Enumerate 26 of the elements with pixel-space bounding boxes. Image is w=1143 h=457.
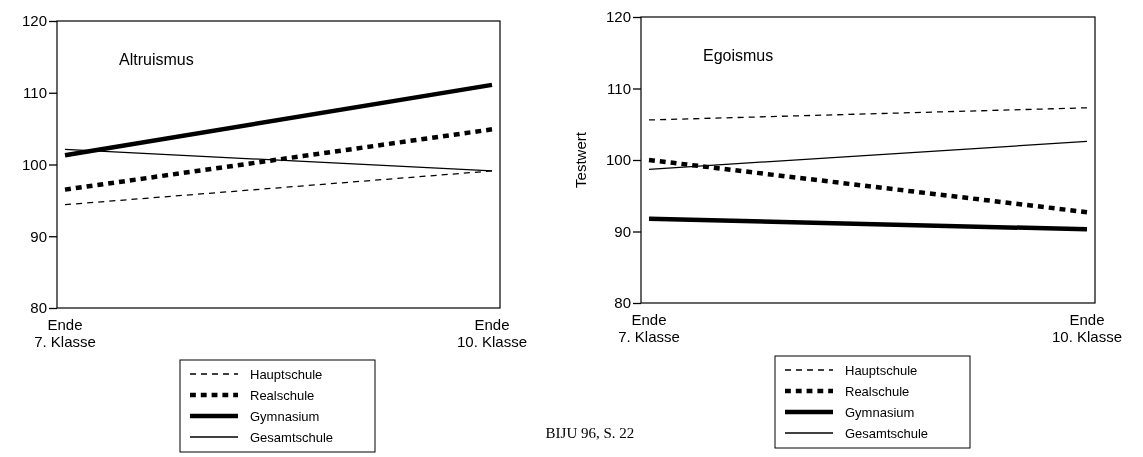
legend-label: Hauptschule [250,366,323,382]
y-tick-label: 80 [30,299,47,317]
y-tick-label: 90 [30,227,47,245]
y-tick-label: 120 [21,12,47,30]
x-tick-label: Ende 10. Klasse [456,316,528,350]
legend-label: Gesamtschule [845,425,929,441]
text: Egoismus [703,47,774,64]
y-tick-label: 80 [614,294,631,312]
y-axis-title: Testwert [572,131,589,188]
legend-label: Gesamtschule [250,429,334,445]
text: BIJU 96, S. 22 [545,425,635,441]
y-tick-label: 100 [605,151,631,169]
legend-label: Gymnasium [250,408,320,424]
text: Altruismus [119,51,194,68]
y-tick-label: 110 [607,79,631,97]
y-tick-label: 100 [21,155,47,173]
legend-label: Realschule [845,383,910,399]
legend-label: Realschule [250,387,315,403]
x-tick-label: Ende 10. Klasse [1051,311,1123,345]
x-tick-label: Ende 7. Klasse [618,311,680,345]
y-tick-label: 110 [23,84,47,102]
legend-label: Gymnasium [845,404,915,420]
y-tick-label: 120 [605,8,631,26]
y-tick-label: 90 [614,222,631,240]
legend-label: Hauptschule [845,362,918,378]
x-tick-label: Ende 7. Klasse [34,316,96,350]
